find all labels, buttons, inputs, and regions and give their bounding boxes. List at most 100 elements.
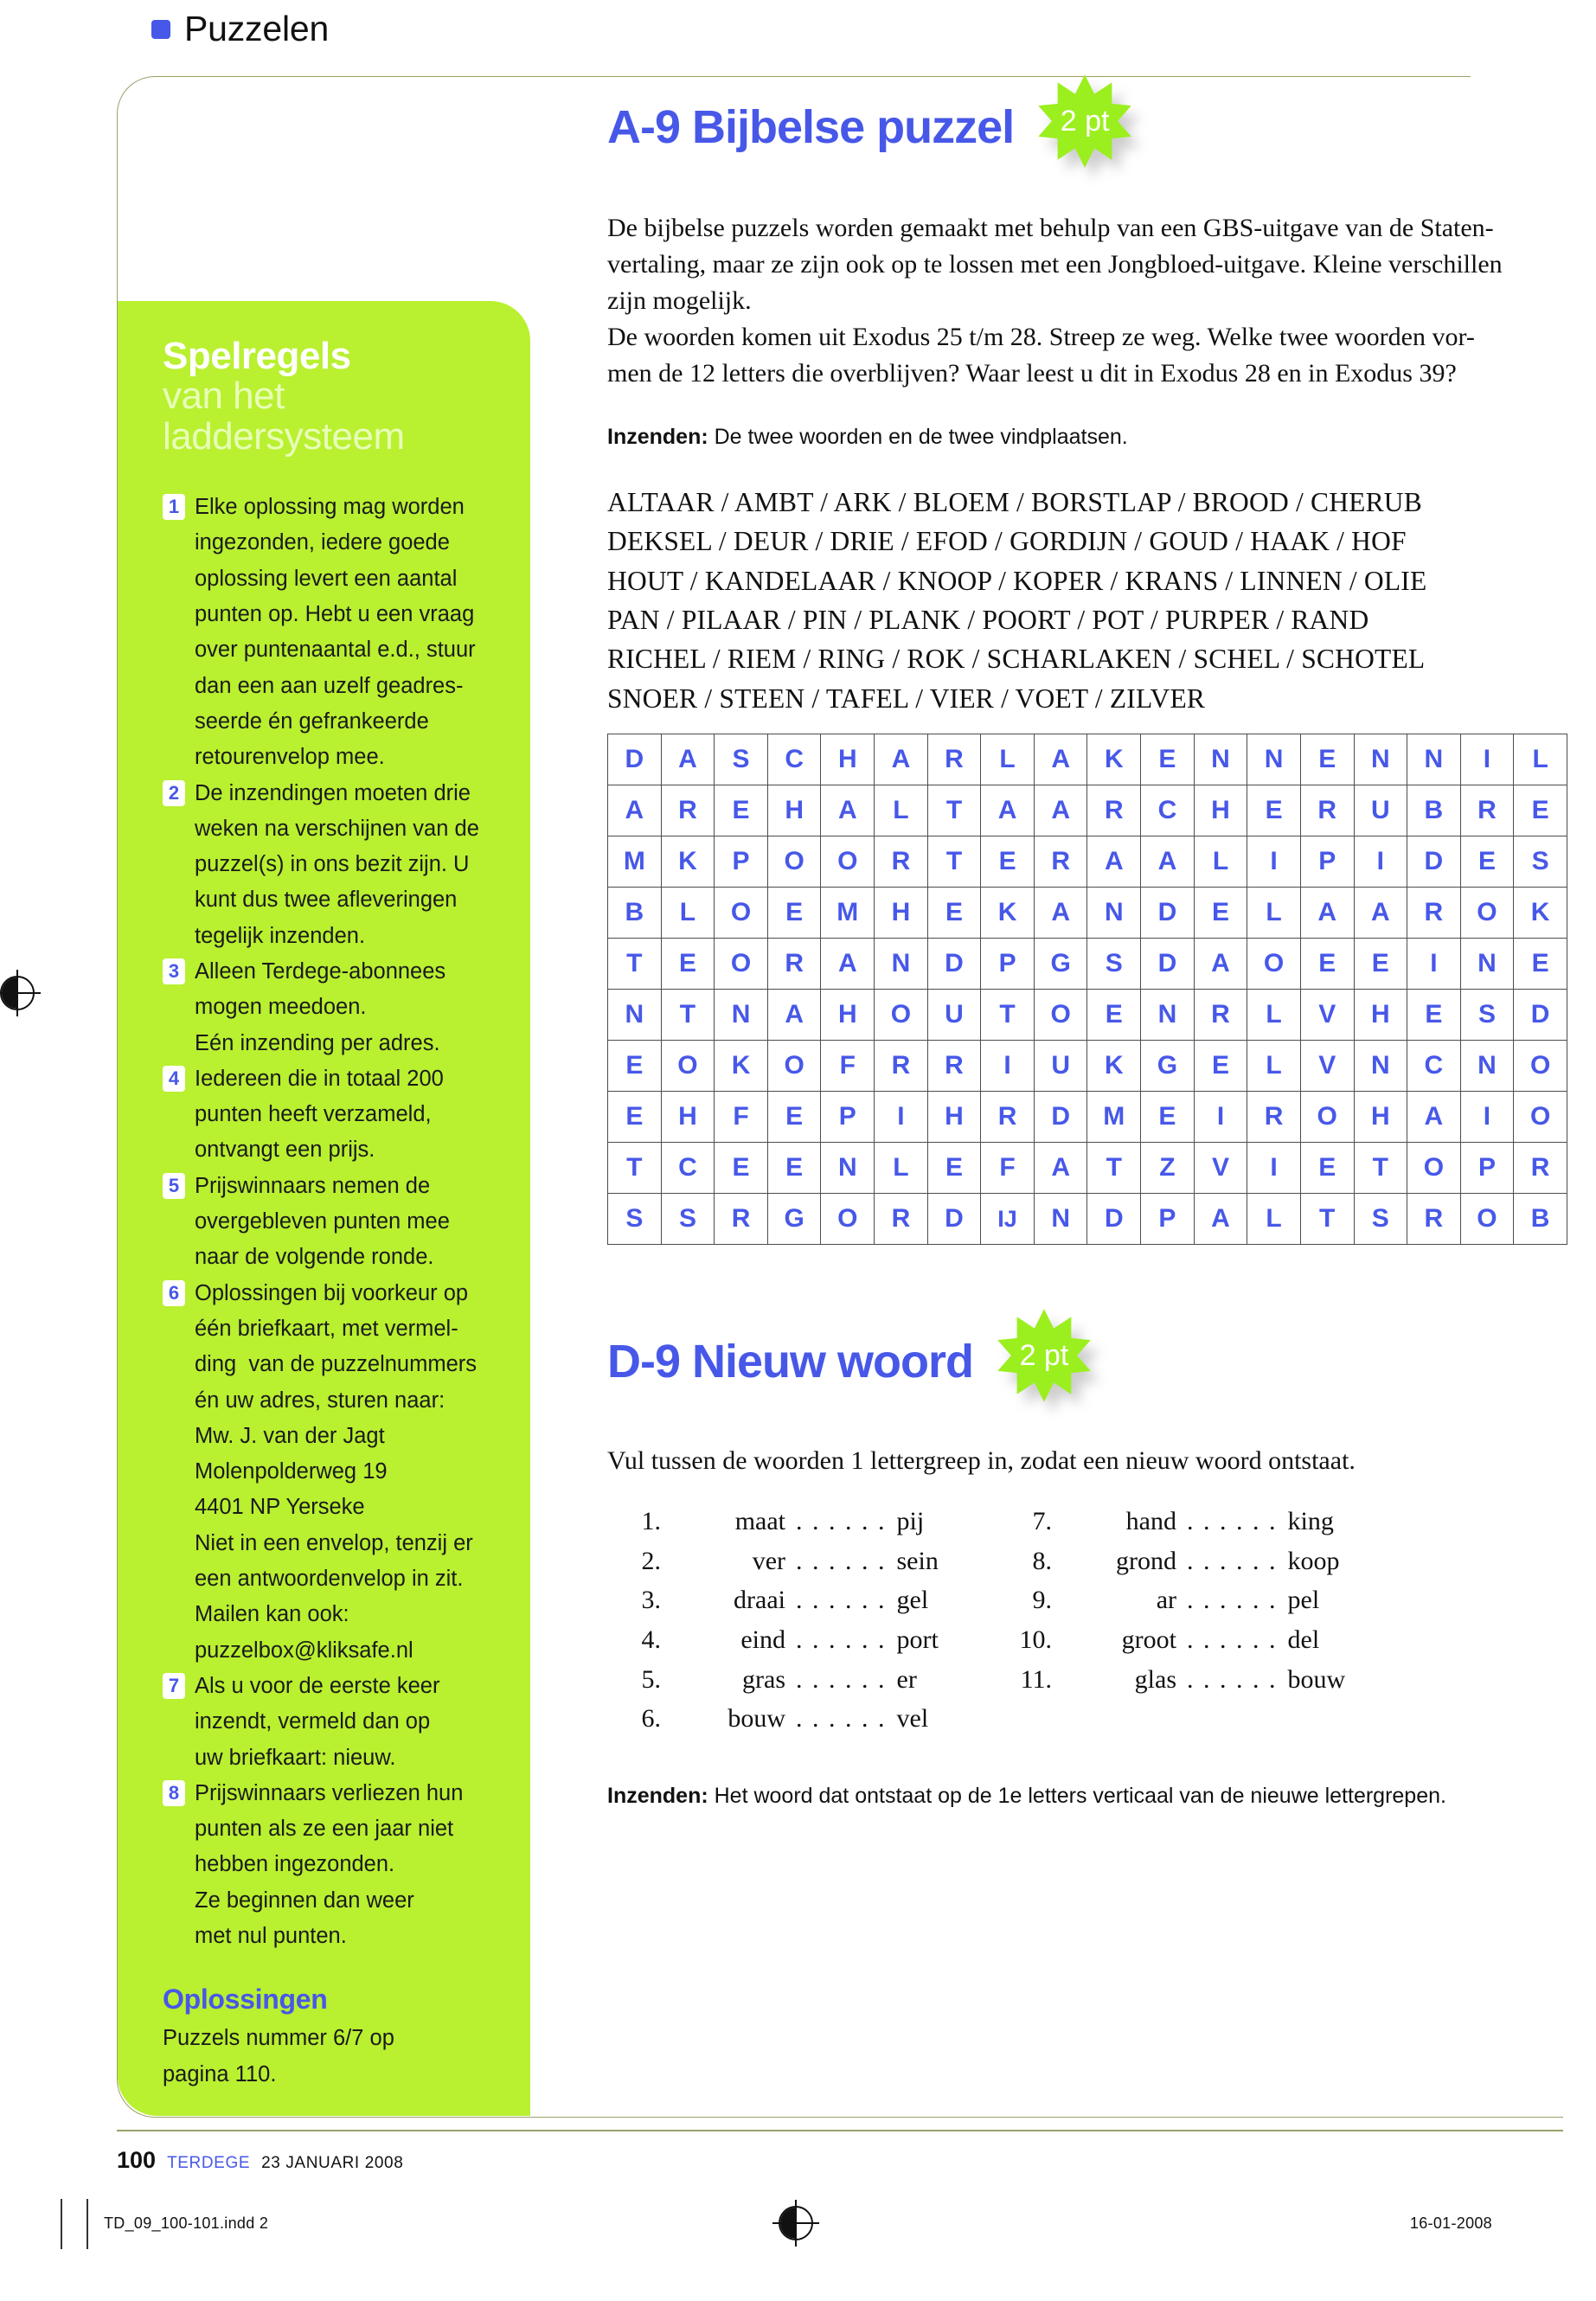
grid-cell[interactable]: N <box>1459 1040 1515 1093</box>
grid-cell[interactable]: P <box>714 836 768 888</box>
grid-cell[interactable]: S <box>1086 938 1142 990</box>
grid-cell[interactable]: I <box>1193 1091 1248 1144</box>
grid-cell[interactable]: S <box>1459 989 1515 1042</box>
grid-cell[interactable]: A <box>1193 938 1248 990</box>
grid-cell[interactable]: E <box>1193 887 1248 939</box>
grid-cell[interactable]: A <box>1407 1091 1461 1144</box>
grid-cell[interactable]: H <box>820 989 875 1042</box>
grid-cell[interactable]: M <box>820 887 875 939</box>
grid-cell[interactable]: E <box>1299 1142 1355 1195</box>
grid-cell[interactable]: K <box>1513 887 1567 939</box>
grid-cell[interactable]: I <box>1247 1142 1301 1195</box>
grid-cell[interactable]: V <box>1299 989 1355 1042</box>
grid-cell[interactable]: I <box>1407 938 1461 990</box>
grid-cell[interactable]: O <box>1407 1142 1461 1195</box>
grid-cell[interactable]: N <box>1086 887 1142 939</box>
grid-cell[interactable]: E <box>1513 785 1567 837</box>
grid-cell[interactable]: I <box>1353 836 1408 888</box>
grid-cell[interactable]: T <box>926 785 982 837</box>
grid-cell[interactable]: N <box>1353 1040 1408 1093</box>
grid-cell[interactable]: N <box>1353 734 1408 786</box>
pair-blank[interactable]: . . . . . . <box>1187 1625 1278 1654</box>
grid-cell[interactable]: M <box>607 836 662 888</box>
grid-cell[interactable]: E <box>926 1142 982 1195</box>
grid-cell[interactable]: K <box>1086 734 1142 786</box>
grid-cell[interactable]: IJ <box>980 1193 1035 1246</box>
grid-cell[interactable]: A <box>1193 1193 1248 1246</box>
grid-cell[interactable]: I <box>874 1091 928 1144</box>
grid-cell[interactable]: N <box>714 989 768 1042</box>
grid-cell[interactable]: I <box>1247 836 1301 888</box>
grid-cell[interactable]: T <box>980 989 1035 1042</box>
grid-cell[interactable]: A <box>1033 1142 1088 1195</box>
grid-cell[interactable]: P <box>1140 1193 1195 1246</box>
grid-cell[interactable]: D <box>926 938 982 990</box>
grid-cell[interactable]: T <box>1299 1193 1355 1246</box>
grid-cell[interactable]: O <box>660 1040 715 1093</box>
grid-cell[interactable]: O <box>1513 1040 1567 1093</box>
grid-cell[interactable]: E <box>1353 938 1408 990</box>
grid-cell[interactable]: L <box>1513 734 1567 786</box>
grid-cell[interactable]: T <box>1086 1142 1142 1195</box>
grid-cell[interactable]: E <box>1193 1040 1248 1093</box>
grid-cell[interactable]: U <box>1033 1040 1088 1093</box>
grid-cell[interactable]: U <box>926 989 982 1042</box>
grid-cell[interactable]: E <box>1140 1091 1195 1144</box>
grid-cell[interactable]: D <box>1140 887 1195 939</box>
grid-cell[interactable]: N <box>1033 1193 1088 1246</box>
grid-cell[interactable]: A <box>607 785 662 837</box>
grid-cell[interactable]: R <box>874 1040 928 1093</box>
grid-cell[interactable]: B <box>1513 1193 1567 1246</box>
grid-cell[interactable]: D <box>1033 1091 1088 1144</box>
grid-cell[interactable]: R <box>1459 785 1515 837</box>
grid-cell[interactable]: I <box>1459 1091 1515 1144</box>
grid-cell[interactable]: K <box>1086 1040 1142 1093</box>
grid-cell[interactable]: L <box>874 785 928 837</box>
grid-cell[interactable]: K <box>980 887 1035 939</box>
grid-cell[interactable]: R <box>714 1193 768 1246</box>
grid-cell[interactable]: A <box>660 734 715 786</box>
grid-cell[interactable]: L <box>980 734 1035 786</box>
grid-cell[interactable]: O <box>820 836 875 888</box>
grid-cell[interactable]: E <box>1299 938 1355 990</box>
grid-cell[interactable]: O <box>766 836 822 888</box>
grid-cell[interactable]: N <box>1459 938 1515 990</box>
grid-cell[interactable]: L <box>1247 989 1301 1042</box>
grid-cell[interactable]: V <box>1193 1142 1248 1195</box>
grid-cell[interactable]: D <box>607 734 662 786</box>
grid-cell[interactable]: F <box>820 1040 875 1093</box>
grid-cell[interactable]: H <box>1193 785 1248 837</box>
grid-cell[interactable]: O <box>766 1040 822 1093</box>
grid-cell[interactable]: C <box>1407 1040 1461 1093</box>
grid-cell[interactable]: H <box>660 1091 715 1144</box>
grid-cell[interactable]: E <box>660 938 715 990</box>
grid-cell[interactable]: E <box>766 1091 822 1144</box>
grid-cell[interactable]: V <box>1299 1040 1355 1093</box>
grid-cell[interactable]: O <box>1299 1091 1355 1144</box>
grid-cell[interactable]: P <box>980 938 1035 990</box>
grid-cell[interactable]: T <box>1353 1142 1408 1195</box>
grid-cell[interactable]: Z <box>1140 1142 1195 1195</box>
grid-cell[interactable]: P <box>820 1091 875 1144</box>
grid-cell[interactable]: L <box>1247 887 1301 939</box>
grid-cell[interactable]: C <box>1140 785 1195 837</box>
grid-cell[interactable]: O <box>1459 1193 1515 1246</box>
grid-cell[interactable]: E <box>1140 734 1195 786</box>
grid-cell[interactable]: N <box>874 938 928 990</box>
grid-cell[interactable]: A <box>766 989 822 1042</box>
grid-cell[interactable]: N <box>820 1142 875 1195</box>
grid-cell[interactable]: L <box>660 887 715 939</box>
grid-cell[interactable]: E <box>714 1142 768 1195</box>
grid-cell[interactable]: R <box>1247 1091 1301 1144</box>
grid-cell[interactable]: O <box>1033 989 1088 1042</box>
grid-cell[interactable]: E <box>980 836 1035 888</box>
grid-cell[interactable]: L <box>874 1142 928 1195</box>
grid-cell[interactable]: G <box>766 1193 822 1246</box>
grid-cell[interactable]: A <box>1353 887 1408 939</box>
grid-cell[interactable]: K <box>714 1040 768 1093</box>
grid-cell[interactable]: C <box>766 734 822 786</box>
grid-cell[interactable]: H <box>1353 989 1408 1042</box>
grid-cell[interactable]: N <box>1193 734 1248 786</box>
grid-cell[interactable]: M <box>1086 1091 1142 1144</box>
grid-cell[interactable]: A <box>1140 836 1195 888</box>
